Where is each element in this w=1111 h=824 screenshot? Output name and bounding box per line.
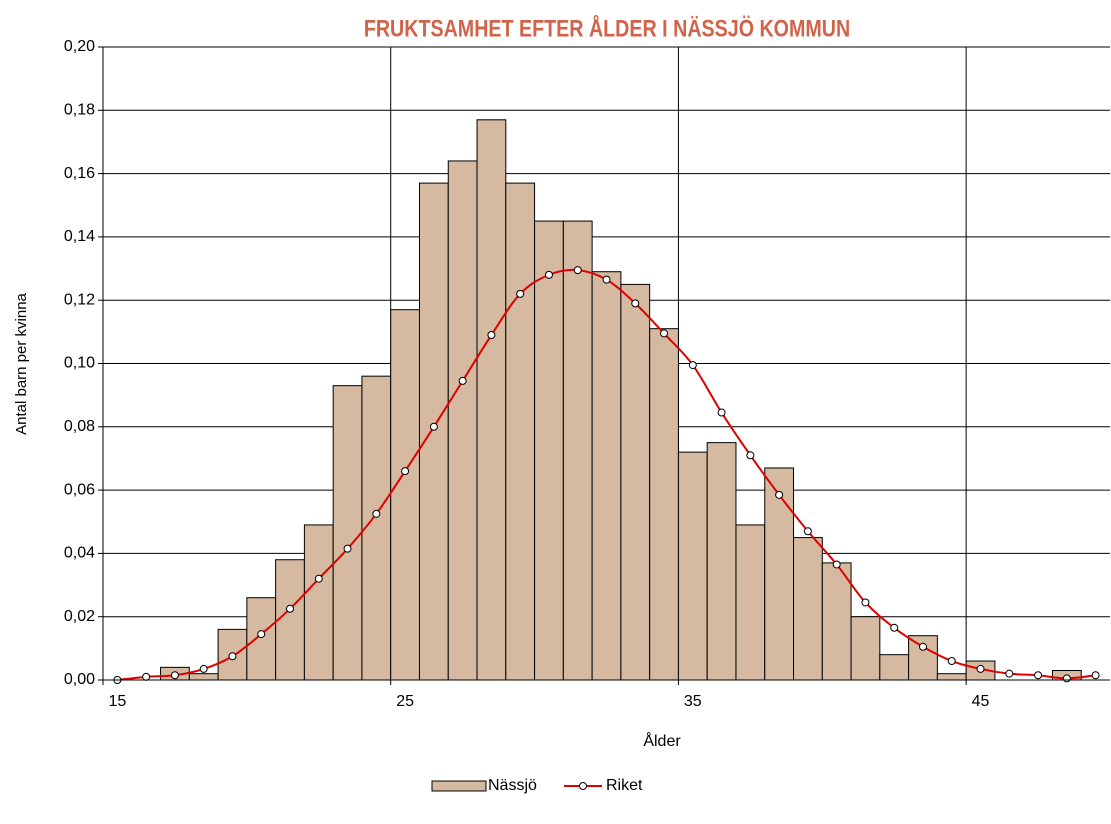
line-marker [516, 289, 525, 298]
line-marker [429, 422, 438, 431]
bar [677, 451, 708, 681]
line-marker [199, 664, 208, 673]
bar [735, 524, 766, 681]
line-marker [803, 527, 812, 536]
line-marker [976, 664, 985, 673]
bar [303, 524, 334, 681]
x-tick-label: 25 [396, 693, 414, 710]
line-marker [688, 361, 697, 370]
bar [534, 220, 564, 681]
line-marker [257, 630, 266, 639]
line-marker [890, 623, 899, 632]
bar [418, 182, 449, 681]
line-marker [142, 672, 151, 681]
line-marker [918, 642, 927, 651]
bar [188, 673, 219, 681]
line-marker [1005, 669, 1014, 678]
line-marker [746, 451, 755, 460]
line-marker [1034, 671, 1043, 680]
bar [275, 559, 305, 681]
legend-label: Nässjö [488, 777, 537, 794]
bar [591, 271, 622, 681]
line-marker [1091, 671, 1100, 680]
bar [562, 220, 593, 681]
y-tick-label: 0,10 [64, 355, 95, 372]
legend-item: Nässjö [431, 777, 537, 794]
line-marker [544, 270, 553, 279]
line-marker [573, 266, 582, 275]
legend-swatch [431, 780, 487, 792]
bar [246, 597, 277, 681]
bar [879, 654, 910, 681]
bar [620, 283, 651, 681]
line-marker [458, 376, 467, 385]
bar [706, 442, 737, 681]
y-axis-label: Antal barn per kvinna [13, 292, 30, 434]
bar [332, 385, 363, 681]
y-tick-label: 0,12 [64, 291, 95, 308]
legend-item: Riket [564, 777, 643, 794]
y-tick-label: 0,02 [64, 608, 95, 625]
line-marker [861, 598, 870, 607]
line-marker [631, 299, 640, 308]
line-marker [717, 408, 726, 417]
line-marker [832, 560, 841, 569]
legend-label: Riket [606, 777, 643, 794]
bar [649, 328, 679, 681]
line-marker [372, 509, 381, 518]
y-tick-label: 0,16 [64, 165, 95, 182]
bar [505, 182, 536, 681]
line-marker [170, 671, 179, 680]
x-tick-label: 15 [108, 693, 126, 710]
bar [936, 673, 967, 681]
bar [850, 616, 881, 681]
line-marker [775, 490, 784, 499]
y-tick-label: 0,18 [64, 102, 95, 119]
x-tick-label: 35 [684, 693, 702, 710]
y-tick-label: 0,04 [64, 545, 95, 562]
line-marker [602, 275, 611, 284]
bar [476, 119, 507, 681]
y-tick-label: 0,20 [64, 38, 95, 55]
line-marker [487, 331, 496, 340]
y-tick-label: 0,08 [64, 418, 95, 435]
bar [390, 309, 420, 681]
line-marker [343, 544, 352, 553]
bar [821, 562, 852, 681]
line-marker [314, 574, 323, 583]
y-tick-label: 0,14 [64, 228, 95, 245]
y-tick-label: 0,06 [64, 481, 95, 498]
line-marker [286, 604, 295, 613]
chart-title: FRUKTSAMHET EFTER ÅLDER I NÄSSJÖ KOMMUN [364, 13, 850, 41]
x-axis-label: Ålder [643, 731, 681, 750]
line-marker [1062, 674, 1071, 683]
line-marker [947, 657, 956, 666]
line-marker [401, 467, 410, 476]
y-tick-label: 0,00 [64, 671, 95, 688]
line-marker [228, 652, 237, 661]
bar [764, 467, 795, 681]
bar [361, 375, 392, 681]
bar [908, 635, 938, 681]
legend-marker [579, 782, 587, 790]
x-tick-label: 45 [972, 693, 990, 710]
bar [793, 537, 823, 681]
line-marker [660, 329, 669, 338]
bar [447, 160, 478, 681]
